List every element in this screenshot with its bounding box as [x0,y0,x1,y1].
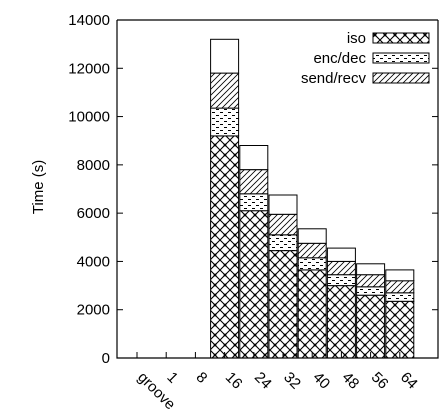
bar-segment-32-1 [268,234,298,252]
bar-segment-32-2 [268,213,298,236]
bar-segment-16-2 [210,72,240,109]
bar-segment-56-2 [356,274,386,288]
y-tick-label: 8000 [77,157,110,174]
x-tick-label: 16 [222,369,246,393]
bar-segment-64-1 [385,292,415,302]
bar-segment-48-0 [326,285,356,359]
bar-segment-16-0 [210,135,240,359]
x-tick-label: 64 [397,369,421,393]
x-tick-label: 1 [163,369,181,387]
legend: iso enc/dec send/recv [301,30,430,87]
bar-segment-16-3 [210,38,240,74]
bar-segment-56-3 [356,263,386,276]
y-tick-label: 0 [102,350,110,367]
legend-swatch [372,52,430,64]
y-axis-title: Time (s) [30,160,47,214]
bar-segment-56-1 [356,286,386,296]
y-tick-label: 12000 [68,60,110,77]
x-tick-label: 40 [309,369,333,393]
x-tick-label: 8 [193,369,211,387]
bar-segment-24-3 [239,145,269,171]
y-tick-label: 10000 [68,109,110,126]
bar-segment-24-2 [239,169,269,195]
bar-segment-40-3 [297,228,327,244]
x-tick-label: 32 [280,369,304,393]
x-tick-label: 24 [251,369,275,393]
bar-segment-24-0 [239,210,269,359]
y-tick-label: 4000 [77,253,110,270]
bar-segment-40-0 [297,269,327,359]
bar-segment-24-1 [239,193,269,212]
bar-segment-40-2 [297,242,327,259]
legend-swatch [372,32,430,44]
bar-segment-40-1 [297,257,327,271]
y-tick-label: 14000 [68,12,110,29]
bar-segment-64-2 [385,280,415,294]
y-tick-label: 2000 [77,302,110,319]
bar-segment-32-0 [268,250,298,359]
legend-label: send/recv [301,70,367,87]
bar-segment-48-1 [326,274,356,287]
bar-segment-64-0 [385,300,415,359]
bar-segment-32-3 [268,194,298,215]
bars-group [210,38,415,359]
y-tick-label: 6000 [77,205,110,222]
x-tick-label: 56 [368,369,392,393]
bar-segment-48-3 [326,247,356,262]
legend-swatch [372,72,430,84]
legend-label: iso [347,30,366,47]
bar-segment-64-3 [385,269,415,282]
x-tick-label: 48 [339,369,363,393]
bar-segment-48-2 [326,260,356,276]
bar-segment-56-0 [356,294,386,359]
bar-segment-16-1 [210,107,240,137]
plot-frame [116,20,439,359]
legend-label: enc/dec [313,50,366,67]
